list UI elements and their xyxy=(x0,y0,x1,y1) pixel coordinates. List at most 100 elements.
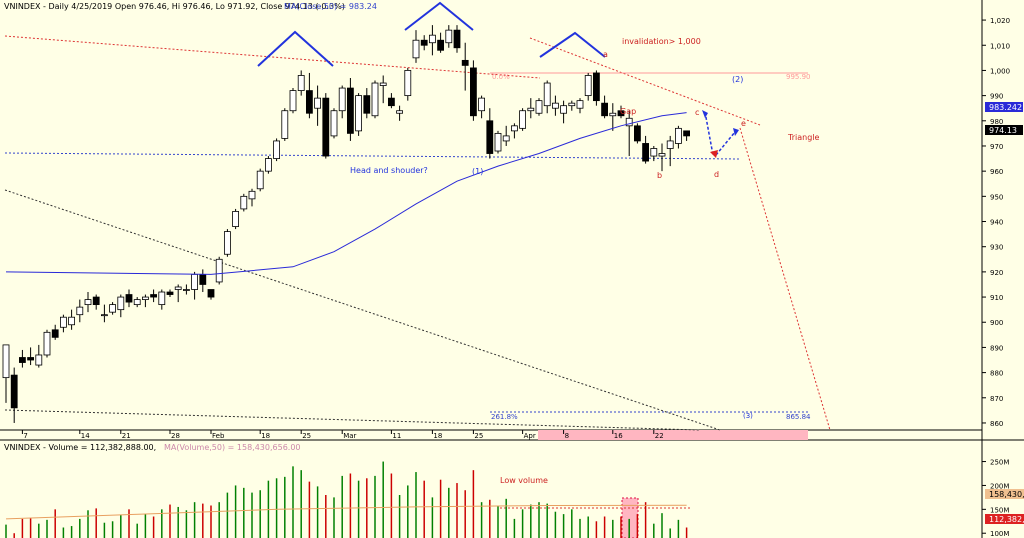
price-tick-label: 860 xyxy=(990,420,1003,428)
candle-body xyxy=(158,291,166,306)
candle-body xyxy=(625,117,633,127)
volume-ma-header: MA(Volume,50) = 158,430,656.00 xyxy=(164,443,301,452)
candle-body xyxy=(60,316,67,328)
wave-b-label: b xyxy=(657,171,662,180)
candle-body xyxy=(675,127,682,144)
wave-d-arrowhead xyxy=(710,150,718,158)
volume-ma-tag-bg xyxy=(985,489,1024,499)
candle-body xyxy=(363,95,371,114)
candle-body xyxy=(412,39,420,59)
candle-body xyxy=(355,95,363,132)
price-tick-label: 930 xyxy=(990,244,1003,252)
candle-body xyxy=(387,97,395,107)
date-tick-label: 8 xyxy=(565,432,569,440)
triangle-projection-line xyxy=(739,127,831,431)
price-tick-label: 980 xyxy=(990,118,1003,126)
candle-body xyxy=(322,97,330,157)
candle-body xyxy=(404,70,412,97)
candle-body xyxy=(117,296,125,311)
candle-body xyxy=(182,289,190,291)
candle-body xyxy=(420,39,428,46)
candle-body xyxy=(584,75,592,97)
candle-body xyxy=(552,102,559,109)
date-tick-label: 11 xyxy=(392,432,401,440)
candle-body xyxy=(502,135,510,142)
wave-d-arrow xyxy=(704,111,714,156)
candle-body xyxy=(510,125,518,132)
volume-ma-line xyxy=(5,504,687,520)
candle-body xyxy=(207,289,215,298)
date-tick-label: 18 xyxy=(261,432,270,440)
candle-body xyxy=(51,329,59,338)
candle-body xyxy=(560,105,567,114)
wave-a-label: a xyxy=(603,50,608,59)
candle-body xyxy=(223,231,231,255)
candles-group xyxy=(2,25,690,423)
candle-body xyxy=(683,130,690,137)
candle-body xyxy=(666,140,674,149)
candle-body xyxy=(141,296,149,300)
candle-body xyxy=(264,158,272,172)
candle-body xyxy=(297,75,305,91)
right-shoulder-marker xyxy=(539,31,606,58)
candle-body xyxy=(240,195,248,210)
price-tick-label: 1,020 xyxy=(990,17,1010,25)
candle-body xyxy=(256,170,264,190)
candle-body xyxy=(486,120,494,154)
price-tick-label: 880 xyxy=(990,370,1003,378)
candle-body xyxy=(232,211,240,227)
date-tick-label: 21 xyxy=(122,432,131,440)
ma-line xyxy=(5,112,687,275)
wave-e-label: e xyxy=(741,119,746,128)
candle-body xyxy=(314,97,322,109)
price-tick-label: 950 xyxy=(990,193,1003,201)
price-tick-label: 960 xyxy=(990,168,1003,176)
date-tick-label: 18 xyxy=(433,432,442,440)
price-tick-label: 1,000 xyxy=(990,67,1010,75)
candle-body xyxy=(35,354,43,366)
fib-0-label: 0.0% xyxy=(492,73,510,81)
candle-body xyxy=(519,110,526,129)
candle-body xyxy=(215,258,223,283)
triangle-upper-line xyxy=(529,37,761,126)
wave-d-label: d xyxy=(714,170,719,179)
candle-body xyxy=(346,87,354,134)
candle-body xyxy=(642,143,649,162)
candle-body xyxy=(43,331,51,356)
ma-value-tag-bg xyxy=(985,102,1023,112)
candle-body xyxy=(576,100,584,109)
date-tick-label: Apr xyxy=(524,432,536,440)
candle-body xyxy=(609,112,617,117)
candle-body xyxy=(445,29,453,44)
candle-body xyxy=(535,100,543,114)
candle-body xyxy=(191,273,199,290)
price-tick-label: 920 xyxy=(990,269,1003,277)
candle-body xyxy=(2,344,10,379)
candle-body xyxy=(248,190,256,200)
price-tick-label: 890 xyxy=(990,344,1003,352)
candle-body xyxy=(76,306,84,316)
date-tick-label: 25 xyxy=(302,432,311,440)
candle-body xyxy=(166,291,174,295)
volume-last-tag: 112,382,8 xyxy=(989,515,1024,524)
candle-body xyxy=(101,314,108,317)
candle-body xyxy=(174,286,182,290)
candle-body xyxy=(371,82,379,117)
candle-body xyxy=(658,153,666,157)
candle-body xyxy=(634,125,641,142)
candle-body xyxy=(568,102,576,107)
head-marker xyxy=(404,1,474,31)
candle-body xyxy=(469,67,477,117)
volume-ma-tag: 158,430,6 xyxy=(989,490,1024,499)
wave-2-label: (2) xyxy=(732,75,743,84)
candle-body xyxy=(428,34,436,44)
date-tick-label: 7 xyxy=(23,432,27,440)
candle-body xyxy=(199,273,207,285)
fib-0-value: 995.90 xyxy=(786,73,811,81)
candle-body xyxy=(305,90,313,114)
candle-body xyxy=(289,90,297,112)
fib-261-value: 865.84 xyxy=(786,413,811,421)
